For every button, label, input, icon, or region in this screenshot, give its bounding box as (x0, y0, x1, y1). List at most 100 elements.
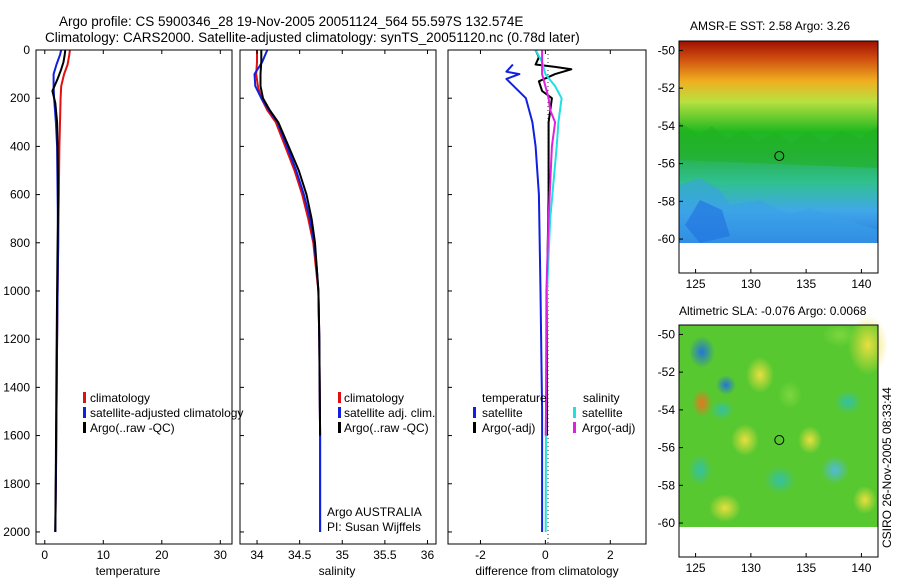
y-tick-label: 800 (10, 236, 30, 250)
temperature-xlabel: temperature (96, 564, 161, 578)
sla-blob (709, 494, 741, 522)
sst-map-panel: AMSR-E SST: 2.58 Argo: 3.26 125 130 135 140… (658, 19, 879, 291)
lat-tick-label: -56 (658, 157, 676, 171)
argo-australia-label: Argo AUSTRALIA (327, 505, 422, 519)
legend-swatch-sal-satellite (573, 407, 576, 418)
y-tick-label: 1200 (3, 332, 30, 346)
sla-blob (731, 424, 759, 456)
series-line-argo-raw-qc (259, 50, 322, 436)
salinity-legend: climatology satellite adj. clim. Argo(..… (338, 391, 435, 435)
y-tick-label: 1000 (3, 284, 30, 298)
x-tick-label: 34 (250, 548, 264, 562)
sst-map-frame (678, 40, 879, 274)
legend-swatch-argo (338, 422, 341, 433)
lat-tick-label: -54 (658, 119, 676, 133)
legend-swatch-satellite (83, 407, 86, 418)
temperature-legend: climatology satellite-adjusted climatolo… (83, 391, 243, 435)
sst-heatmap (679, 41, 878, 243)
lat-tick-label: -54 (658, 403, 676, 417)
sla-blob (778, 381, 802, 409)
y-tick-label: 0 (23, 43, 30, 57)
figure-title-line1: Argo profile: CS 5900346_28 19-Nov-2005 … (59, 14, 523, 29)
sla-map-panel: Altimetric SLA: -0.076 Argo: 0.0068 125 1… (658, 304, 888, 575)
sla-map-frame (678, 324, 879, 558)
lat-tick-label: -56 (658, 441, 676, 455)
series-line-salinity-argo-adj (541, 50, 557, 436)
difference-legend: temperature satellite Argo(-adj) salinit… (473, 391, 635, 435)
sla-blob (746, 357, 774, 393)
difference-axes-frame (447, 49, 647, 545)
lat-tick-label: -58 (658, 194, 676, 208)
salinity-panel: 34 34.5 35 35.5 36 salinity climatology sate… (239, 49, 437, 578)
legend-swatch-climatology (338, 392, 341, 403)
temperature-axes-frame (35, 49, 233, 545)
legend-swatch-temp-argo (473, 422, 476, 433)
x-tick-label: 36 (421, 548, 435, 562)
x-tick-label: 20 (155, 548, 169, 562)
sst-cold-patch (679, 178, 878, 243)
legend-label-satellite: satellite-adjusted climatology (90, 406, 243, 420)
lat-tick-label: -60 (658, 516, 676, 530)
legend-label-temp-satellite: satellite (482, 406, 523, 420)
sla-blob (822, 323, 858, 347)
lat-tick-label: -58 (658, 478, 676, 492)
sla-blob (710, 400, 734, 420)
x-tick-label: 34.5 (288, 548, 312, 562)
sst-front-band (679, 122, 878, 168)
lon-tick-label: 135 (796, 561, 816, 575)
legend-label-climatology: climatology (344, 391, 404, 405)
legend-label-satellite: satellite adj. clim. (344, 406, 435, 420)
x-tick-label: 2 (607, 548, 614, 562)
x-tick-label: -2 (475, 548, 486, 562)
salinity-axes-frame (239, 49, 437, 545)
y-tick-label: 200 (10, 91, 30, 105)
series-line-argo-raw-qc (51, 50, 67, 533)
difference-xlabel: difference from climatology (475, 564, 618, 578)
legend-label-sal-argo: Argo(-adj) (582, 421, 635, 435)
sst-cold-patch-2 (685, 200, 730, 243)
sla-map-title: Altimetric SLA: -0.076 Argo: 0.0068 (679, 304, 867, 318)
y-tick-label: 1600 (3, 429, 30, 443)
lon-tick-label: 140 (851, 561, 871, 575)
x-tick-label: 10 (97, 548, 111, 562)
legend-swatch-sal-argo (573, 422, 576, 433)
legend-label-sal-satellite: satellite (582, 406, 623, 420)
lat-tick-label: -50 (658, 327, 676, 341)
sla-blob (848, 315, 888, 375)
sst-map-title: AMSR-E SST: 2.58 Argo: 3.26 (690, 19, 850, 33)
x-tick-label: 35.5 (373, 548, 397, 562)
series-line-temperature-satellite (505, 63, 544, 532)
lon-tick-label: 135 (796, 277, 816, 291)
argo-location-marker (774, 435, 785, 445)
y-tick-label: 1800 (3, 477, 30, 491)
lat-tick-label: -52 (658, 81, 676, 95)
lon-tick-label: 130 (741, 561, 761, 575)
sla-blob (689, 336, 715, 368)
legend-label-argo: Argo(..raw -QC) (344, 421, 429, 435)
legend-label-climatology: climatology (90, 391, 150, 405)
y-tick-label: 400 (10, 139, 30, 153)
sla-blob (716, 375, 736, 395)
x-tick-label: 35 (336, 548, 350, 562)
y-tick-label: 1400 (3, 380, 30, 394)
sla-blob (821, 456, 849, 484)
lat-tick-label: -50 (658, 43, 676, 57)
lon-tick-label: 130 (741, 277, 761, 291)
argo-location-marker (774, 151, 785, 161)
sla-blob (853, 486, 877, 514)
series-line-temperature-argo-adj (534, 50, 573, 436)
legend-swatch-argo (83, 422, 86, 433)
sla-blob (688, 454, 712, 486)
temperature-panel: 0 10 20 30 0 200 400 600 800 1000 1200 1400 1600 180… (3, 43, 243, 578)
sla-blob (692, 389, 712, 417)
pi-label: PI: Susan Wijffels (327, 520, 421, 534)
lat-tick-label: -52 (658, 365, 676, 379)
x-tick-label: 30 (214, 548, 228, 562)
lon-tick-label: 125 (686, 561, 706, 575)
difference-panel: -2 0 2 difference from climatology tempera… (447, 49, 647, 578)
y-tick-label: 2000 (3, 525, 30, 539)
timestamp-label: CSIRO 26-Nov-2005 08:33:44 (880, 387, 894, 548)
lon-tick-label: 140 (851, 277, 871, 291)
legend-label-temp-argo: Argo(-adj) (482, 421, 535, 435)
sla-heatmap (679, 315, 888, 527)
